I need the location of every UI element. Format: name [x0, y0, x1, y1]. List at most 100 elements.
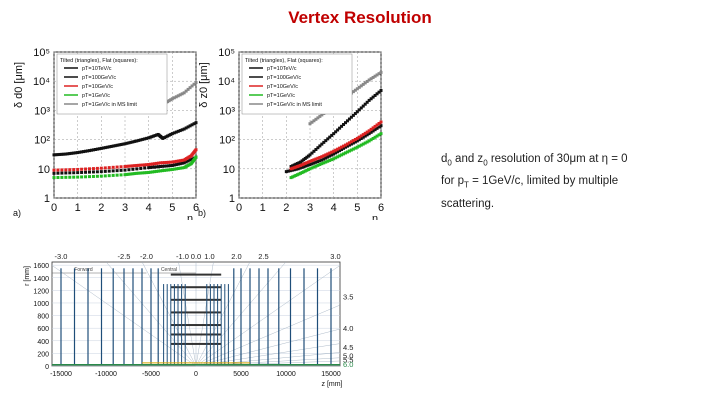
- data-point: [141, 171, 145, 175]
- data-point: [148, 135, 152, 139]
- x-tick-label: 15000: [321, 371, 341, 378]
- data-point: [344, 145, 347, 149]
- data-point: [119, 143, 123, 147]
- data-point: [192, 122, 196, 126]
- data-point: [377, 90, 381, 94]
- data-point: [164, 164, 168, 168]
- data-point: [294, 165, 298, 169]
- data-point: [324, 153, 328, 157]
- x-axis-label: z [mm]: [322, 381, 343, 388]
- data-point: [176, 162, 180, 166]
- series-3: [289, 132, 383, 180]
- data-point: [375, 126, 379, 130]
- x-tick-label: 6: [378, 202, 384, 214]
- data-point: [129, 164, 133, 168]
- data-point: [365, 133, 369, 137]
- data-point: [52, 176, 56, 180]
- data-point: [131, 167, 135, 171]
- data-point: [373, 135, 377, 139]
- data-point: [316, 163, 320, 167]
- y-tick-label: 1200: [33, 288, 49, 295]
- x-tick-label: 5: [169, 202, 175, 214]
- data-point: [82, 150, 86, 154]
- eta-label-top: -2.0: [140, 252, 153, 261]
- barrel-layer: [170, 324, 222, 327]
- resolution-caption: d0 and z0 resolution of 30μm at η = 0 fo…: [441, 153, 628, 210]
- x-tick-label: -5000: [142, 371, 160, 378]
- data-point: [172, 131, 176, 135]
- data-point: [186, 87, 190, 91]
- data-point: [167, 133, 171, 137]
- data-point: [76, 167, 80, 171]
- data-point: [155, 161, 159, 165]
- data-point: [161, 136, 165, 140]
- data-point: [180, 161, 184, 165]
- data-point: [151, 134, 155, 138]
- data-point: [145, 163, 149, 167]
- series-1: [284, 124, 383, 174]
- data-point: [312, 158, 316, 162]
- data-point: [316, 116, 320, 120]
- barrel-layer: [170, 342, 222, 345]
- eta-label-right: 6.0: [343, 360, 353, 369]
- data-point: [113, 144, 117, 148]
- eta-label-top: -1.0: [176, 252, 189, 261]
- y-tick-label: 1400: [33, 276, 49, 283]
- data-point: [178, 93, 182, 97]
- data-point: [176, 167, 180, 171]
- data-point: [139, 138, 143, 142]
- data-point: [166, 160, 170, 164]
- data-point: [151, 165, 155, 169]
- data-point: [145, 136, 149, 140]
- data-point: [375, 134, 379, 138]
- data-point: [178, 162, 182, 166]
- data-point: [377, 133, 381, 137]
- y-tick-label: 10⁴: [33, 76, 50, 88]
- data-point: [184, 89, 188, 93]
- data-point: [170, 163, 174, 167]
- data-point: [119, 173, 123, 177]
- data-point: [157, 161, 161, 165]
- data-point: [320, 158, 324, 162]
- data-point: [294, 167, 298, 171]
- data-point: [151, 162, 155, 166]
- data-point: [314, 164, 318, 168]
- data-point: [84, 167, 88, 171]
- eta-label-top: 3.0: [330, 252, 340, 261]
- y-tick-label: 1000: [33, 301, 49, 308]
- x-tick-label: 4: [146, 202, 152, 214]
- data-point: [369, 127, 373, 131]
- data-point: [135, 163, 139, 167]
- eta-label-top: -2.5: [118, 252, 131, 261]
- data-point: [107, 174, 111, 178]
- data-point: [141, 137, 145, 141]
- data-point: [60, 171, 64, 175]
- data-point: [361, 82, 365, 86]
- data-point: [60, 175, 64, 179]
- data-point: [303, 156, 307, 160]
- data-point: [84, 149, 88, 153]
- data-point: [371, 126, 375, 130]
- data-point: [320, 155, 324, 159]
- data-point: [80, 175, 84, 179]
- data-point: [294, 162, 298, 166]
- data-point: [111, 169, 115, 173]
- data-point: [303, 161, 307, 165]
- data-point: [340, 124, 344, 128]
- eta-label-top: 1.0: [204, 252, 214, 261]
- data-point: [367, 129, 371, 133]
- data-point: [300, 171, 304, 175]
- data-point: [375, 123, 379, 127]
- data-point: [170, 97, 174, 101]
- data-point: [133, 164, 137, 168]
- y-tick-label: 10: [38, 164, 50, 176]
- y-tick-label: 200: [37, 351, 49, 358]
- data-point: [375, 73, 379, 77]
- data-point: [373, 128, 377, 132]
- data-point: [292, 168, 296, 172]
- data-point: [72, 151, 76, 155]
- data-point: [162, 161, 166, 165]
- data-point: [297, 172, 301, 176]
- data-point: [88, 149, 91, 153]
- data-point: [292, 163, 296, 167]
